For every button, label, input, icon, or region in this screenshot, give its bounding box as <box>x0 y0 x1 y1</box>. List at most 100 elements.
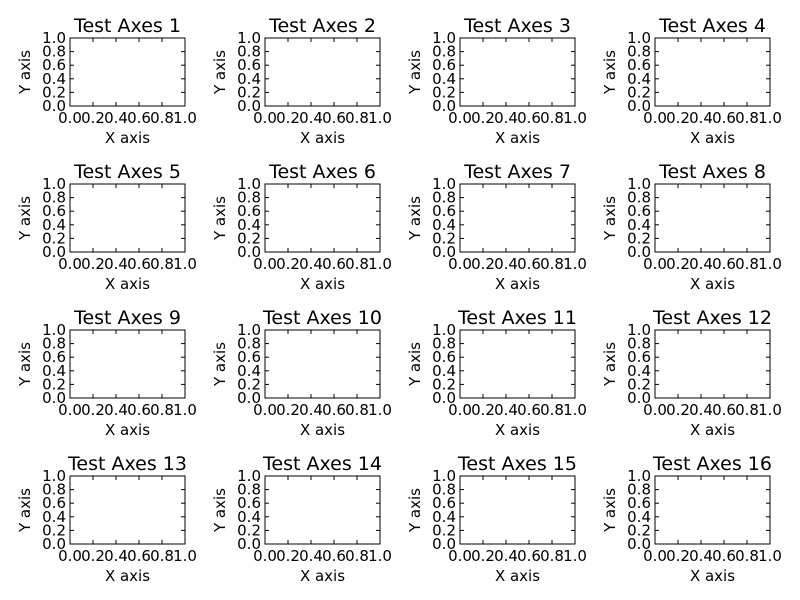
x-tick-label: 0.6 <box>322 109 346 127</box>
y-tick-label: 0.2 <box>627 83 651 101</box>
y-tick-label: 0.8 <box>627 189 651 207</box>
x-tick-label: 0.4 <box>689 547 713 565</box>
y-axis-label: Y axis <box>211 196 229 241</box>
x-tick-label: 0.4 <box>104 401 128 419</box>
axes-frame <box>654 475 771 545</box>
y-tick-label: 0.8 <box>42 335 66 353</box>
x-axis-label: X axis <box>495 129 540 147</box>
x-tick-label: 0.0 <box>643 255 667 273</box>
y-tick-label: 0.6 <box>432 494 456 512</box>
y-tick-label: 0.6 <box>237 56 261 74</box>
y-tick-label: 0.0 <box>237 389 261 407</box>
y-tick-label: 0.8 <box>432 43 456 61</box>
subplot-title: Test Axes 7 <box>463 161 571 183</box>
x-tick-label: 0.4 <box>104 547 128 565</box>
x-tick-label: 0.6 <box>517 547 541 565</box>
y-axis-label: Y axis <box>16 50 34 95</box>
x-tick-label: 0.0 <box>643 401 667 419</box>
subplot-15: 0.0 0.2 0.4 0.6 0.8 1.00.00.20.40.60.81.0Test… <box>406 453 587 585</box>
x-tick-label: 1.0 <box>758 109 782 127</box>
x-tick-label: 0.6 <box>127 109 151 127</box>
y-tick-label: 0.6 <box>42 56 66 74</box>
x-tick-label: 1.0 <box>368 255 392 273</box>
x-axis-label: X axis <box>690 275 735 293</box>
y-tick-label: 0.0 <box>432 97 456 115</box>
y-tick-label: 0.8 <box>237 43 261 61</box>
x-tick-label: 0.2 <box>81 109 105 127</box>
y-tick-label: 0.6 <box>42 348 66 366</box>
x-tick-label: 0.2 <box>276 547 300 565</box>
x-tick-label: 0.6 <box>712 109 736 127</box>
subplot-title: Test Axes 15 <box>457 453 577 475</box>
y-tick-label: 0.6 <box>237 494 261 512</box>
x-tick-label: 0.8 <box>540 547 564 565</box>
y-tick-label: 0.6 <box>237 348 261 366</box>
subplot-title: Test Axes 12 <box>652 307 772 329</box>
y-tick-label: 0.2 <box>237 229 261 247</box>
y-tick-label: 0.0 <box>627 389 651 407</box>
x-tick-label: 0.6 <box>322 547 346 565</box>
subplot-title: Test Axes 8 <box>658 161 766 183</box>
axes-frame <box>69 475 186 545</box>
x-tick-label: 0.0 <box>643 109 667 127</box>
x-tick-label: 0.2 <box>471 401 495 419</box>
x-tick-label: 0.8 <box>150 401 174 419</box>
x-tick-label: 1.0 <box>173 401 197 419</box>
x-tick-label: 0.6 <box>127 255 151 273</box>
x-axis-label: X axis <box>105 567 150 585</box>
y-axis-label: Y axis <box>601 342 619 387</box>
y-tick-label: 0.2 <box>627 229 651 247</box>
x-axis-label: X axis <box>105 129 150 147</box>
x-tick-label: 1.0 <box>368 547 392 565</box>
y-tick-label: 1.0 <box>42 175 66 193</box>
y-axis-label: Y axis <box>211 488 229 533</box>
x-tick-label: 1.0 <box>758 401 782 419</box>
y-axis-label: Y axis <box>406 196 424 241</box>
subplot-5: 0.0 0.2 0.4 0.6 0.8 1.00.00.20.40.60.81.0Test… <box>16 161 197 293</box>
y-tick-label: 0.0 <box>42 97 66 115</box>
subplot-title: Test Axes 10 <box>262 307 382 329</box>
y-tick-label: 0.0 <box>237 243 261 261</box>
y-tick-label: 0.2 <box>432 521 456 539</box>
x-tick-label: 0.6 <box>127 401 151 419</box>
x-tick-label: 0.4 <box>104 109 128 127</box>
x-tick-label: 0.2 <box>276 109 300 127</box>
y-tick-label: 1.0 <box>42 467 66 485</box>
y-tick-label: 0.2 <box>237 83 261 101</box>
x-tick-label: 0.2 <box>276 401 300 419</box>
x-axis-label: X axis <box>300 275 345 293</box>
x-tick-label: 0.2 <box>81 255 105 273</box>
x-tick-label: 0.8 <box>345 547 369 565</box>
x-tick-label: 0.2 <box>666 401 690 419</box>
y-tick-label: 0.4 <box>432 216 456 234</box>
y-tick-label: 1.0 <box>627 29 651 47</box>
x-tick-label: 0.2 <box>471 255 495 273</box>
x-axis-label: X axis <box>690 567 735 585</box>
y-tick-label: 0.0 <box>42 535 66 553</box>
x-tick-label: 0.8 <box>540 401 564 419</box>
x-tick-label: 1.0 <box>563 547 587 565</box>
subplot-8: 0.0 0.2 0.4 0.6 0.8 1.00.00.20.40.60.81.0Test… <box>601 161 782 293</box>
x-tick-label: 1.0 <box>563 109 587 127</box>
y-tick-label: 0.6 <box>237 202 261 220</box>
x-tick-label: 0.6 <box>127 547 151 565</box>
x-tick-label: 0.4 <box>299 109 323 127</box>
y-tick-label: 0.8 <box>42 481 66 499</box>
subplot-4: 0.0 0.2 0.4 0.6 0.8 1.00.00.20.40.60.81.0Test… <box>601 15 782 147</box>
y-tick-label: 0.4 <box>42 362 66 380</box>
axes-frame <box>654 37 771 107</box>
x-tick-label: 0.4 <box>299 401 323 419</box>
x-tick-label: 0.8 <box>150 547 174 565</box>
axes-frame <box>69 329 186 399</box>
x-axis-label: X axis <box>105 275 150 293</box>
x-axis-label: X axis <box>690 421 735 439</box>
x-tick-label: 0.6 <box>712 255 736 273</box>
subplot-title: Test Axes 14 <box>262 453 382 475</box>
y-tick-label: 0.8 <box>432 335 456 353</box>
y-tick-label: 0.6 <box>627 348 651 366</box>
x-tick-label: 0.2 <box>666 109 690 127</box>
y-tick-label: 0.0 <box>42 389 66 407</box>
y-tick-label: 0.6 <box>627 56 651 74</box>
axes-frame <box>459 329 576 399</box>
